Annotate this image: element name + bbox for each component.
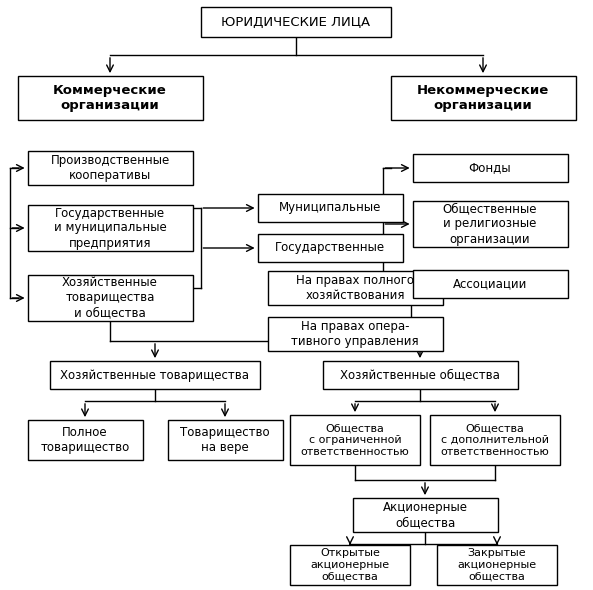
FancyBboxPatch shape <box>27 205 193 251</box>
FancyBboxPatch shape <box>27 275 193 321</box>
Text: Общества
с дополнительной
ответственностью: Общества с дополнительной ответственност… <box>441 424 549 457</box>
FancyBboxPatch shape <box>27 420 142 460</box>
FancyBboxPatch shape <box>257 234 403 262</box>
Text: На правах полного
хозяйствования: На правах полного хозяйствования <box>296 274 414 302</box>
Text: Полное
товарищество: Полное товарищество <box>40 426 130 454</box>
FancyBboxPatch shape <box>27 151 193 185</box>
Text: Общества
с ограниченной
ответственностью: Общества с ограниченной ответственностью <box>301 424 409 457</box>
Text: Хозяйственные
товарищества
и общества: Хозяйственные товарищества и общества <box>62 277 158 320</box>
FancyBboxPatch shape <box>257 194 403 222</box>
FancyBboxPatch shape <box>437 545 557 585</box>
FancyBboxPatch shape <box>430 415 560 465</box>
FancyBboxPatch shape <box>167 420 282 460</box>
Text: Некоммерческие
организации: Некоммерческие организации <box>417 84 549 112</box>
Text: Хозяйственные товарищества: Хозяйственные товарищества <box>60 369 250 382</box>
Text: Государственные
и муниципальные
предприятия: Государственные и муниципальные предприя… <box>53 206 167 250</box>
FancyBboxPatch shape <box>413 201 568 247</box>
FancyBboxPatch shape <box>290 545 410 585</box>
Text: Открытые
акционерные
общества: Открытые акционерные общества <box>311 548 390 582</box>
Text: Общественные
и религиозные
организации: Общественные и религиозные организации <box>443 202 537 245</box>
FancyBboxPatch shape <box>352 498 498 532</box>
FancyBboxPatch shape <box>323 361 518 389</box>
Text: Фонды: Фонды <box>468 162 511 175</box>
FancyBboxPatch shape <box>267 317 442 351</box>
Text: Закрытые
акционерные
общества: Закрытые акционерные общества <box>457 548 537 582</box>
Text: На правах опера-
тивного управления: На правах опера- тивного управления <box>291 320 419 348</box>
FancyBboxPatch shape <box>290 415 420 465</box>
FancyBboxPatch shape <box>201 7 391 37</box>
Text: ЮРИДИЧЕСКИЕ ЛИЦА: ЮРИДИЧЕСКИЕ ЛИЦА <box>221 15 371 28</box>
Text: Хозяйственные общества: Хозяйственные общества <box>340 369 500 382</box>
Text: Акционерные
общества: Акционерные общества <box>382 501 467 529</box>
FancyBboxPatch shape <box>413 270 568 298</box>
Text: Ассоциации: Ассоциации <box>453 277 527 290</box>
FancyBboxPatch shape <box>391 76 575 120</box>
FancyBboxPatch shape <box>413 154 568 182</box>
FancyBboxPatch shape <box>267 271 442 305</box>
Text: Государственные: Государственные <box>275 241 385 254</box>
Text: Коммерческие
организации: Коммерческие организации <box>53 84 167 112</box>
Text: Муниципальные: Муниципальные <box>279 202 381 215</box>
Text: Производственные
кооперативы: Производственные кооперативы <box>50 154 170 182</box>
Text: Товарищество
на вере: Товарищество на вере <box>180 426 270 454</box>
FancyBboxPatch shape <box>50 361 260 389</box>
FancyBboxPatch shape <box>18 76 202 120</box>
